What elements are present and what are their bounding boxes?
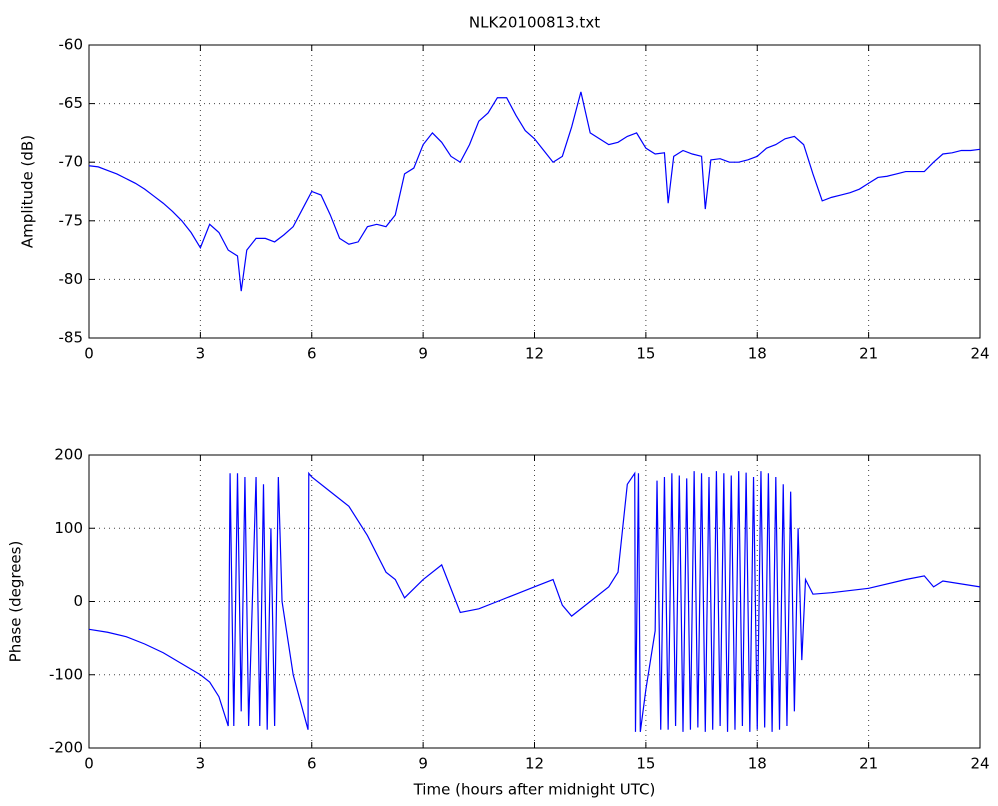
x-tick-label: 21	[859, 345, 878, 363]
data-line	[88, 91, 981, 292]
y-tick-label: 100	[54, 519, 83, 537]
data-line	[88, 471, 981, 732]
x-tick-label: 18	[748, 755, 767, 773]
x-tick-label: 9	[418, 755, 428, 773]
y-tick-label: -60	[59, 36, 84, 54]
x-tick-label: 12	[525, 755, 544, 773]
x-tick-label: 24	[970, 345, 989, 363]
x-tick-label: 0	[84, 345, 94, 363]
x-tick-label: 12	[525, 345, 544, 363]
y-tick-label: 200	[54, 446, 83, 464]
x-tick-label: 21	[859, 755, 878, 773]
y-tick-label: -85	[59, 329, 84, 347]
y-tick-label: -80	[59, 270, 84, 288]
x-tick-label: 0	[84, 755, 94, 773]
plot-area	[89, 45, 980, 338]
x-tick-label: 18	[748, 345, 767, 363]
y-tick-label: -200	[49, 739, 83, 757]
x-tick-label: 3	[196, 345, 206, 363]
x-tick-label: 6	[307, 755, 317, 773]
y-axis-label: Phase (degrees)	[7, 541, 25, 663]
y-axis-label: Amplitude (dB)	[19, 135, 37, 248]
y-tick-label: -70	[59, 153, 84, 171]
y-tick-label: 0	[73, 592, 83, 610]
x-axis-label: Time (hours after midnight UTC)	[413, 781, 656, 799]
y-tick-label: -75	[59, 211, 84, 229]
x-tick-label: 24	[970, 755, 989, 773]
x-tick-label: 6	[307, 345, 317, 363]
x-tick-label: 15	[636, 755, 655, 773]
axes-frame	[88, 44, 981, 339]
y-tick-label: -100	[49, 665, 83, 683]
x-tick-label: 15	[636, 345, 655, 363]
chart-title: NLK20100813.txt	[469, 14, 600, 32]
axes-frame	[88, 454, 981, 749]
x-tick-label: 3	[196, 755, 206, 773]
x-tick-label: 9	[418, 345, 428, 363]
y-tick-label: -65	[59, 94, 84, 112]
